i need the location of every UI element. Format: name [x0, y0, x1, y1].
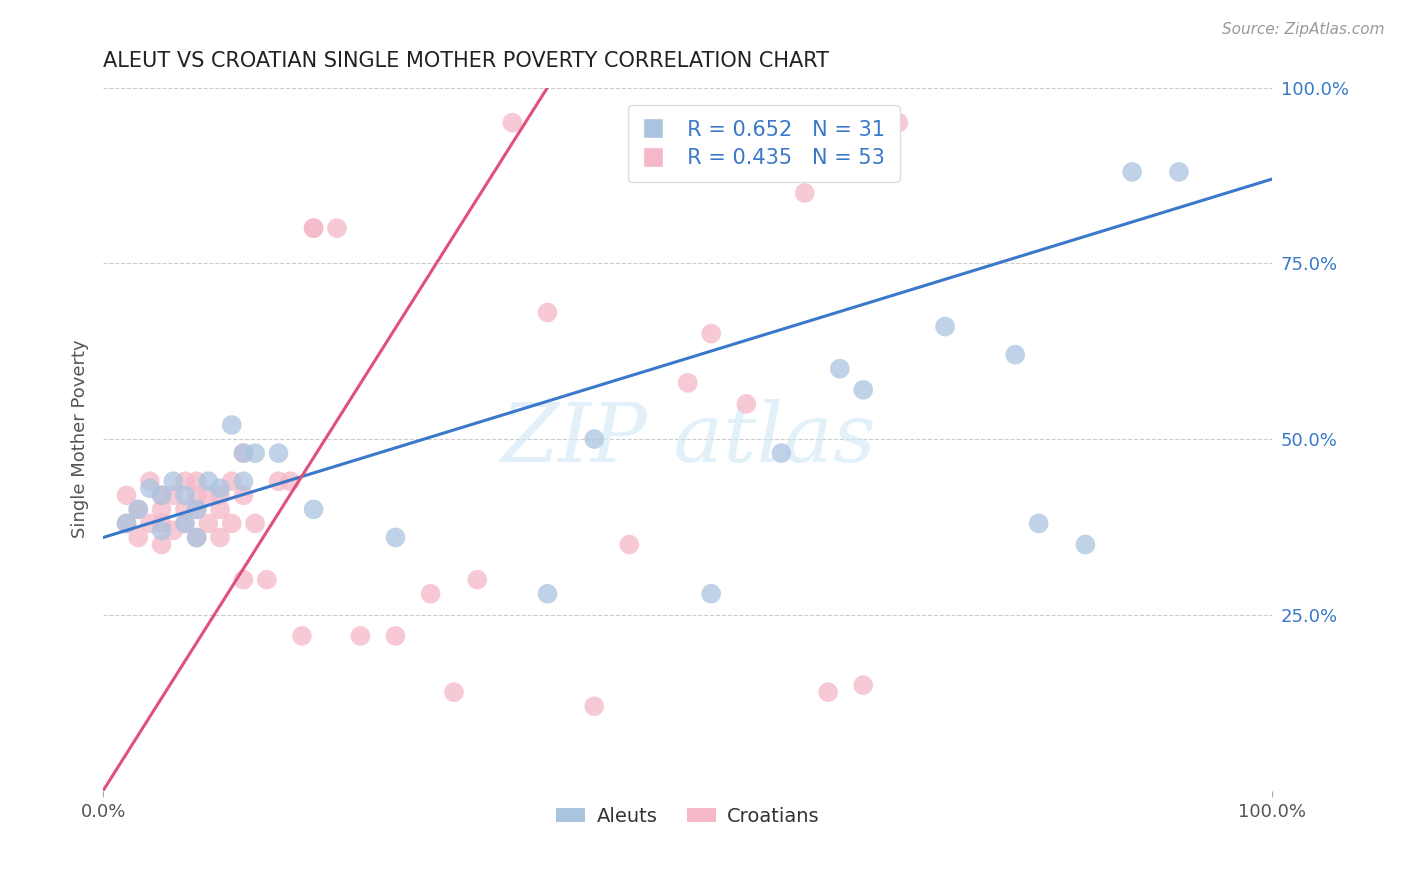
Point — [232, 446, 254, 460]
Point — [174, 516, 197, 531]
Point — [700, 326, 723, 341]
Point — [139, 475, 162, 489]
Point — [326, 221, 349, 235]
Point — [162, 475, 184, 489]
Point — [443, 685, 465, 699]
Point — [139, 481, 162, 495]
Point — [221, 417, 243, 432]
Point — [162, 524, 184, 538]
Text: ALEUT VS CROATIAN SINGLE MOTHER POVERTY CORRELATION CHART: ALEUT VS CROATIAN SINGLE MOTHER POVERTY … — [103, 51, 830, 70]
Point — [243, 516, 266, 531]
Point — [150, 488, 173, 502]
Point — [1074, 537, 1097, 551]
Point — [232, 573, 254, 587]
Point — [384, 531, 406, 545]
Point — [174, 502, 197, 516]
Point — [197, 475, 219, 489]
Point — [278, 475, 301, 489]
Point — [150, 524, 173, 538]
Point — [186, 488, 208, 502]
Point — [186, 475, 208, 489]
Point — [619, 537, 641, 551]
Point — [887, 116, 910, 130]
Point — [174, 475, 197, 489]
Point — [127, 502, 149, 516]
Text: ZIP atlas: ZIP atlas — [501, 399, 876, 479]
Point — [852, 383, 875, 397]
Point — [127, 531, 149, 545]
Point — [150, 537, 173, 551]
Point — [302, 221, 325, 235]
Legend: Aleuts, Croatians: Aleuts, Croatians — [548, 799, 828, 834]
Point — [115, 516, 138, 531]
Point — [852, 678, 875, 692]
Point — [536, 305, 558, 319]
Point — [174, 488, 197, 502]
Point — [174, 516, 197, 531]
Point — [232, 475, 254, 489]
Point — [186, 531, 208, 545]
Point — [115, 516, 138, 531]
Point — [419, 587, 441, 601]
Point — [583, 699, 606, 714]
Point — [349, 629, 371, 643]
Point — [150, 488, 173, 502]
Point — [934, 319, 956, 334]
Point — [256, 573, 278, 587]
Point — [150, 516, 173, 531]
Point — [536, 587, 558, 601]
Point — [1168, 165, 1191, 179]
Point — [197, 516, 219, 531]
Point — [291, 629, 314, 643]
Y-axis label: Single Mother Poverty: Single Mother Poverty — [72, 340, 89, 539]
Point — [221, 516, 243, 531]
Point — [465, 573, 488, 587]
Point — [1004, 348, 1026, 362]
Point — [583, 432, 606, 446]
Point — [817, 685, 839, 699]
Point — [302, 221, 325, 235]
Point — [209, 481, 232, 495]
Point — [676, 376, 699, 390]
Point — [150, 502, 173, 516]
Point — [735, 397, 758, 411]
Point — [384, 629, 406, 643]
Point — [770, 446, 793, 460]
Point — [209, 488, 232, 502]
Point — [267, 446, 290, 460]
Point — [1121, 165, 1143, 179]
Point — [700, 587, 723, 601]
Point — [302, 502, 325, 516]
Point — [793, 186, 815, 200]
Point — [197, 488, 219, 502]
Text: Source: ZipAtlas.com: Source: ZipAtlas.com — [1222, 22, 1385, 37]
Point — [162, 488, 184, 502]
Point — [186, 502, 208, 516]
Point — [232, 488, 254, 502]
Point — [139, 516, 162, 531]
Point — [221, 475, 243, 489]
Point — [186, 531, 208, 545]
Point — [232, 446, 254, 460]
Point — [186, 502, 208, 516]
Point — [1028, 516, 1050, 531]
Point — [209, 502, 232, 516]
Point — [115, 488, 138, 502]
Point — [828, 361, 851, 376]
Point — [209, 531, 232, 545]
Point — [267, 475, 290, 489]
Point — [243, 446, 266, 460]
Point — [127, 502, 149, 516]
Point — [501, 116, 523, 130]
